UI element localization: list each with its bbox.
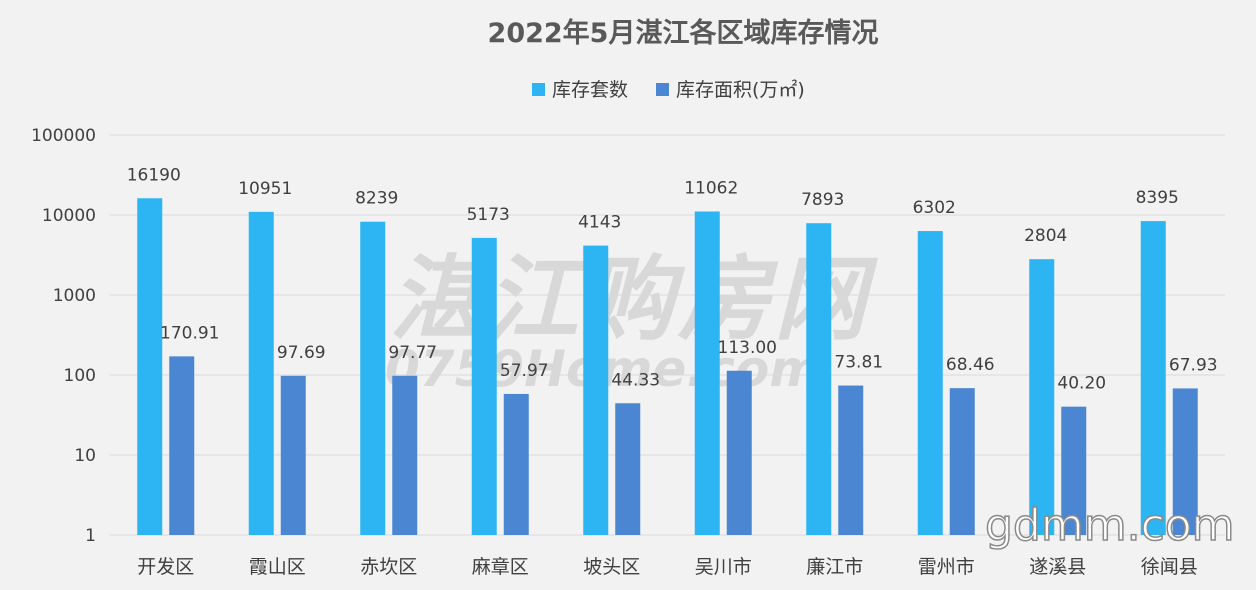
y-tick-label: 1 (85, 526, 96, 546)
bar-area (726, 370, 752, 535)
bar-units (360, 221, 386, 535)
data-label-area: 113.00 (718, 338, 777, 358)
watermark-site-name: 湛江购房网 (390, 246, 871, 353)
data-label-units: 11062 (684, 178, 738, 198)
bar-area (949, 388, 975, 535)
y-tick-label: 10000 (42, 206, 96, 226)
x-tick-label: 廉江市 (806, 556, 863, 578)
bar-area (169, 356, 195, 535)
data-label-area: 73.81 (834, 353, 883, 373)
data-label-units: 4143 (578, 213, 621, 233)
x-tick-label: 开发区 (137, 556, 194, 578)
watermark-corner-domain: gdmm.com (984, 499, 1235, 552)
bar-units (806, 223, 832, 535)
legend-label-1: 库存套数 (552, 79, 628, 101)
data-label-area: 68.46 (946, 355, 995, 375)
data-label-area: 40.20 (1057, 374, 1106, 394)
data-label-area: 67.93 (1169, 355, 1218, 375)
bar-units (137, 198, 163, 535)
bar-area (392, 375, 418, 535)
x-tick-label: 雷州市 (918, 556, 975, 578)
x-tick-label: 霞山区 (249, 556, 306, 578)
data-label-area: 97.69 (277, 343, 326, 363)
bar-units (248, 211, 274, 536)
data-label-units: 10951 (238, 179, 292, 199)
x-tick-label: 吴川市 (695, 556, 752, 578)
legend-swatch-2 (656, 83, 669, 96)
data-label-area: 44.33 (611, 370, 660, 390)
data-label-area: 57.97 (500, 361, 549, 381)
x-tick-label: 坡头区 (583, 556, 640, 578)
data-label-units: 2804 (1024, 226, 1067, 246)
legend-swatch-1 (532, 83, 545, 96)
bar-units (471, 237, 497, 535)
data-label-area: 170.91 (160, 323, 219, 343)
data-label-units: 16190 (127, 165, 181, 185)
data-label-units: 7893 (801, 190, 844, 210)
bar-units (917, 231, 943, 535)
legend-label-2: 库存面积(万㎡) (676, 78, 805, 101)
bar-area (1172, 388, 1198, 535)
x-tick-label: 遂溪县 (1029, 556, 1086, 578)
bar-units (1140, 221, 1166, 535)
bar-units (694, 211, 720, 536)
bar-area (838, 385, 864, 535)
bar-area (280, 375, 306, 535)
bar-area (503, 393, 529, 535)
data-label-units: 8395 (1136, 188, 1179, 208)
x-tick-label: 麻章区 (472, 556, 529, 578)
data-label-area: 97.77 (388, 343, 437, 363)
x-tick-label: 徐闻县 (1141, 556, 1198, 578)
y-tick-label: 1000 (53, 286, 96, 306)
bar-units (1029, 259, 1055, 535)
x-tick-label: 赤坎区 (360, 556, 417, 578)
data-label-units: 6302 (913, 198, 956, 218)
bar-area (1061, 406, 1087, 535)
data-label-units: 8239 (355, 189, 398, 209)
y-tick-label: 100 (64, 366, 96, 386)
data-label-units: 5173 (467, 205, 510, 225)
y-tick-label: 10 (74, 446, 96, 466)
chart-title: 2022年5月湛江各区域库存情况 (488, 17, 879, 49)
y-tick-label: 100000 (31, 126, 96, 146)
bar-area (615, 403, 641, 535)
bar-units (583, 245, 609, 535)
